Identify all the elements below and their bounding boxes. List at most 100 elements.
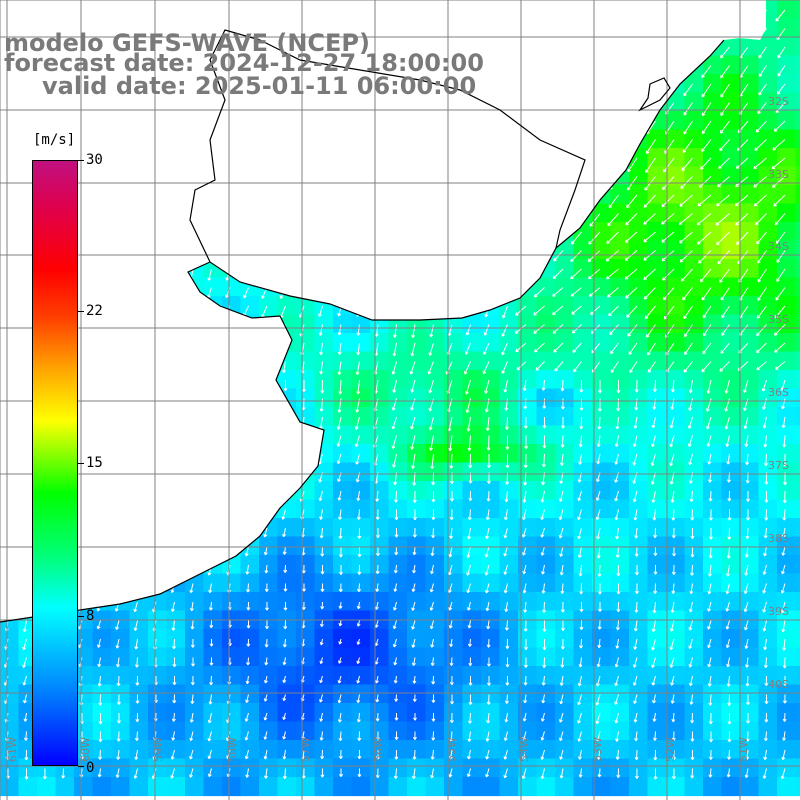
wind-arrow	[596, 546, 601, 559]
wind-cell	[610, 758, 630, 778]
wind-arrow	[522, 731, 527, 741]
wind-cell	[92, 629, 112, 649]
wind-arrow	[95, 416, 101, 429]
wind-arrow	[467, 287, 471, 300]
wind-cell	[777, 444, 797, 464]
wind-cell	[684, 388, 704, 408]
wind-cell	[777, 684, 797, 704]
wind-cell	[610, 425, 630, 445]
wind-arrow	[679, 194, 693, 207]
wind-arrow	[634, 379, 639, 393]
wind-cell	[370, 629, 390, 649]
wind-arrow	[207, 564, 212, 576]
wind-cell	[518, 777, 538, 797]
wind-arrow	[133, 601, 138, 613]
wind-arrow	[316, 46, 323, 59]
wind-arrow	[610, 361, 619, 373]
wind-cell	[481, 407, 501, 427]
wind-cell	[314, 536, 334, 556]
wind-arrow	[560, 583, 565, 594]
wind-arrow	[357, 768, 362, 778]
wind-cell	[610, 703, 630, 723]
wind-arrow	[503, 527, 508, 539]
wind-cell	[777, 425, 797, 445]
wind-arrow	[651, 675, 656, 686]
wind-arrow	[701, 102, 712, 117]
wind-arrow	[22, 657, 27, 668]
wind-cell	[148, 592, 168, 612]
wind-arrow	[626, 46, 638, 56]
wind-cell	[333, 425, 353, 445]
wind-cell	[351, 703, 371, 723]
wind-arrow	[135, 712, 140, 723]
wind-cell	[481, 777, 501, 797]
wind-arrow	[133, 583, 138, 594]
wind-arrow	[354, 194, 360, 207]
wind-cell	[185, 703, 205, 723]
wind-arrow	[21, 287, 27, 300]
wind-arrow	[690, 546, 695, 558]
wind-arrow	[132, 194, 138, 207]
wind-cell	[777, 314, 797, 334]
wind-arrow	[262, 28, 268, 42]
wind-arrow	[627, 139, 638, 154]
wind-arrow	[542, 620, 547, 632]
wind-cell	[0, 666, 20, 686]
wind-arrow	[280, 120, 286, 134]
wind-cell	[592, 388, 612, 408]
wind-cell	[333, 684, 353, 704]
wind-cell	[666, 555, 686, 575]
wind-cell	[684, 573, 704, 593]
wind-cell	[647, 647, 667, 667]
wind-arrow	[702, 324, 712, 337]
wind-arrow	[392, 453, 397, 468]
wind-cell	[481, 573, 501, 593]
wind-arrow	[645, 65, 656, 75]
wind-arrow	[246, 657, 251, 666]
wind-arrow	[671, 509, 676, 521]
wind-arrow	[356, 379, 361, 395]
wind-arrow	[411, 638, 416, 648]
wind-cell	[573, 629, 593, 649]
wind-arrow	[301, 380, 306, 392]
wind-cell	[370, 573, 390, 593]
wind-arrow	[559, 694, 564, 705]
wind-arrow	[246, 417, 251, 429]
wind-arrow	[505, 638, 510, 649]
wind-arrow	[595, 490, 601, 501]
wind-arrow	[115, 268, 120, 281]
wind-arrow	[764, 509, 769, 521]
wind-arrow	[755, 120, 767, 133]
wind-arrow	[357, 546, 362, 558]
wind-cell	[666, 573, 686, 593]
wind-cell	[333, 407, 353, 427]
wind-cell	[629, 555, 649, 575]
wind-cell	[388, 388, 408, 408]
wind-cell	[592, 370, 612, 390]
wind-arrow	[595, 694, 601, 706]
wind-arrow	[411, 768, 416, 780]
wind-arrow	[781, 564, 786, 575]
wind-cell	[721, 666, 741, 686]
wind-cell	[296, 666, 316, 686]
wind-arrow	[245, 453, 250, 465]
wind-arrow	[243, 268, 249, 281]
wind-cell	[684, 555, 704, 575]
wind-cell	[629, 647, 649, 667]
wind-arrow	[448, 46, 453, 60]
wind-cell	[370, 499, 390, 519]
colorbar	[32, 160, 78, 766]
wind-arrow	[394, 509, 399, 521]
wind-cell	[185, 777, 205, 797]
wind-arrow	[501, 139, 508, 152]
wind-arrow	[189, 379, 194, 392]
wind-cell	[629, 684, 649, 704]
wind-arrow	[505, 454, 510, 469]
wind-arrow	[189, 46, 194, 60]
wind-arrow	[485, 28, 490, 41]
wind-cell	[462, 592, 482, 612]
wind-arrow	[171, 65, 175, 78]
wind-arrow	[468, 490, 473, 502]
wind-arrow	[98, 490, 103, 502]
